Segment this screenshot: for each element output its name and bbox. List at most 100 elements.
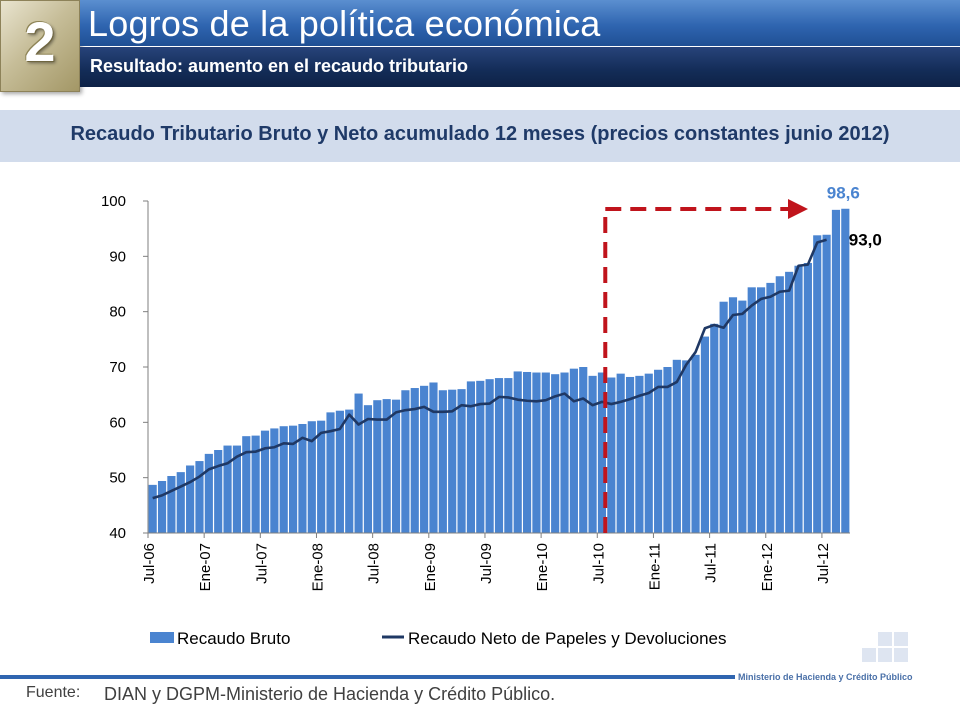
- bar-recaudo-bruto: [607, 377, 616, 533]
- bar-recaudo-bruto: [813, 235, 822, 533]
- bar-recaudo-bruto: [691, 354, 700, 533]
- x-tick-label: Jul-09: [478, 543, 495, 584]
- chart-title-bar: Recaudo Tributario Bruto y Neto acumulad…: [0, 110, 960, 162]
- bar-recaudo-bruto: [494, 378, 504, 533]
- bar-recaudo-bruto: [831, 209, 841, 533]
- bar-recaudo-bruto: [429, 382, 438, 533]
- bar-recaudo-bruto: [597, 372, 607, 533]
- bar-recaudo-bruto: [167, 476, 176, 533]
- source-label: Fuente:: [26, 684, 81, 701]
- bar-recaudo-bruto: [710, 323, 719, 533]
- bar-recaudo-bruto: [803, 262, 812, 533]
- x-tick-label: Jul-10: [590, 543, 607, 584]
- ministry-name: Ministerio de Hacienda y Crédito Público: [738, 672, 913, 682]
- bar-recaudo-bruto: [644, 373, 653, 533]
- bar-recaudo-bruto: [785, 271, 794, 533]
- bar-recaudo-bruto: [335, 410, 344, 533]
- bar-recaudo-bruto: [738, 300, 747, 533]
- bar-recaudo-bruto: [242, 436, 251, 533]
- legend-label-neto: Recaudo Neto de Papeles y Devoluciones: [408, 629, 726, 648]
- bar-recaudo-bruto: [279, 426, 288, 533]
- bar-recaudo-bruto: [719, 301, 728, 533]
- bar-recaudo-bruto: [504, 378, 513, 533]
- x-tick-label: Ene-11: [646, 543, 663, 590]
- bar-recaudo-bruto: [401, 390, 410, 533]
- bar-recaudo-bruto: [841, 208, 850, 533]
- bar-recaudo-bruto: [560, 372, 569, 533]
- y-tick-label: 60: [109, 414, 126, 431]
- bar-recaudo-bruto: [476, 380, 485, 533]
- slide-header: 2 Logros de la política económica Result…: [0, 0, 960, 92]
- chart: 40 50 60 70 80 90 100 Jul-06 Ene-07 Jul-07 Ene-08 J…: [101, 184, 882, 648]
- bar-recaudo-bruto: [523, 371, 532, 533]
- footer-line: [0, 675, 735, 679]
- bar-recaudo-bruto: [682, 360, 691, 533]
- bar-recaudo-bruto: [317, 420, 326, 533]
- bar-recaudo-bruto: [663, 367, 672, 533]
- bar-recaudo-bruto: [532, 372, 541, 533]
- bar-recaudo-bruto: [354, 393, 363, 533]
- line-layer: [152, 238, 827, 500]
- bar-recaudo-bruto: [448, 389, 457, 533]
- bar-recaudo-bruto: [186, 465, 195, 533]
- bar-recaudo-bruto: [157, 480, 167, 533]
- bar-recaudo-bruto: [747, 287, 756, 533]
- line-recaudo-neto: [152, 238, 827, 500]
- bar-recaudo-bruto: [373, 400, 382, 533]
- bar-recaudo-bruto: [298, 423, 307, 533]
- bar-recaudo-bruto: [223, 445, 232, 533]
- label-recaudo-bruto-last: 98,6: [827, 184, 860, 203]
- bar-recaudo-bruto: [569, 368, 578, 533]
- y-tick-label: 100: [101, 193, 126, 210]
- bar-recaudo-bruto: [410, 388, 419, 533]
- bar-recaudo-bruto: [672, 359, 681, 533]
- bar-recaudo-bruto: [148, 484, 157, 533]
- bar-recaudo-bruto: [420, 385, 429, 533]
- x-tick-label: Jul-08: [366, 543, 383, 584]
- bar-recaudo-bruto: [195, 461, 204, 533]
- bar-recaudo-bruto: [307, 421, 316, 533]
- bar-recaudo-bruto: [326, 412, 335, 533]
- x-tick-label: Jul-06: [141, 543, 158, 584]
- bar-recaudo-bruto: [757, 287, 766, 533]
- bar-recaudo-bruto: [588, 375, 597, 533]
- bar-recaudo-bruto: [270, 428, 279, 533]
- y-tick-label: 80: [109, 304, 126, 321]
- bar-recaudo-bruto: [214, 450, 223, 533]
- bar-recaudo-bruto: [363, 405, 373, 533]
- bar-recaudo-bruto: [654, 369, 663, 533]
- bar-recaudo-bruto: [541, 372, 550, 533]
- y-tick-label: 70: [109, 359, 126, 376]
- x-tick-label: Ene-07: [197, 543, 214, 591]
- x-tick-label: Jul-12: [815, 543, 832, 584]
- legend: Recaudo Bruto Recaudo Neto de Papeles y D…: [150, 629, 726, 648]
- bar-recaudo-bruto: [700, 336, 709, 533]
- bar-recaudo-bruto: [822, 234, 831, 533]
- slide-number: 2: [24, 10, 56, 73]
- bar-recaudo-bruto: [251, 435, 260, 533]
- bar-recaudo-bruto: [728, 297, 738, 533]
- axis-layer: 40 50 60 70 80 90 100 Jul-06 Ene-07 Jul-07 Ene-08 J…: [101, 193, 850, 591]
- bar-recaudo-bruto: [551, 374, 560, 533]
- x-tick-label: Ene-09: [422, 543, 439, 591]
- bar-recaudo-bruto: [625, 376, 635, 533]
- slide-subtitle: Resultado: aumento en el recaudo tributa…: [90, 56, 469, 76]
- bar-recaudo-bruto: [616, 373, 625, 533]
- y-tick-label: 90: [109, 248, 126, 265]
- legend-swatch-bruto: [150, 632, 174, 643]
- bar-recaudo-bruto: [438, 390, 447, 533]
- bar-recaudo-bruto: [289, 425, 298, 533]
- bar-recaudo-bruto: [391, 399, 401, 533]
- highlight-arrow-icon: [788, 199, 808, 219]
- bar-recaudo-bruto: [345, 409, 354, 533]
- x-tick-label: Ene-08: [310, 543, 327, 591]
- slide-title: Logros de la política económica: [88, 3, 601, 44]
- bar-recaudo-bruto: [382, 399, 391, 533]
- label-recaudo-neto-last: 93,0: [849, 231, 882, 250]
- bar-recaudo-bruto: [635, 375, 644, 533]
- bar-recaudo-bruto: [775, 276, 784, 533]
- legend-label-bruto: Recaudo Bruto: [177, 629, 290, 648]
- bar-recaudo-bruto: [794, 265, 803, 533]
- chart-title: Recaudo Tributario Bruto y Neto acumulad…: [70, 123, 890, 145]
- x-tick-label: Ene-10: [534, 543, 551, 591]
